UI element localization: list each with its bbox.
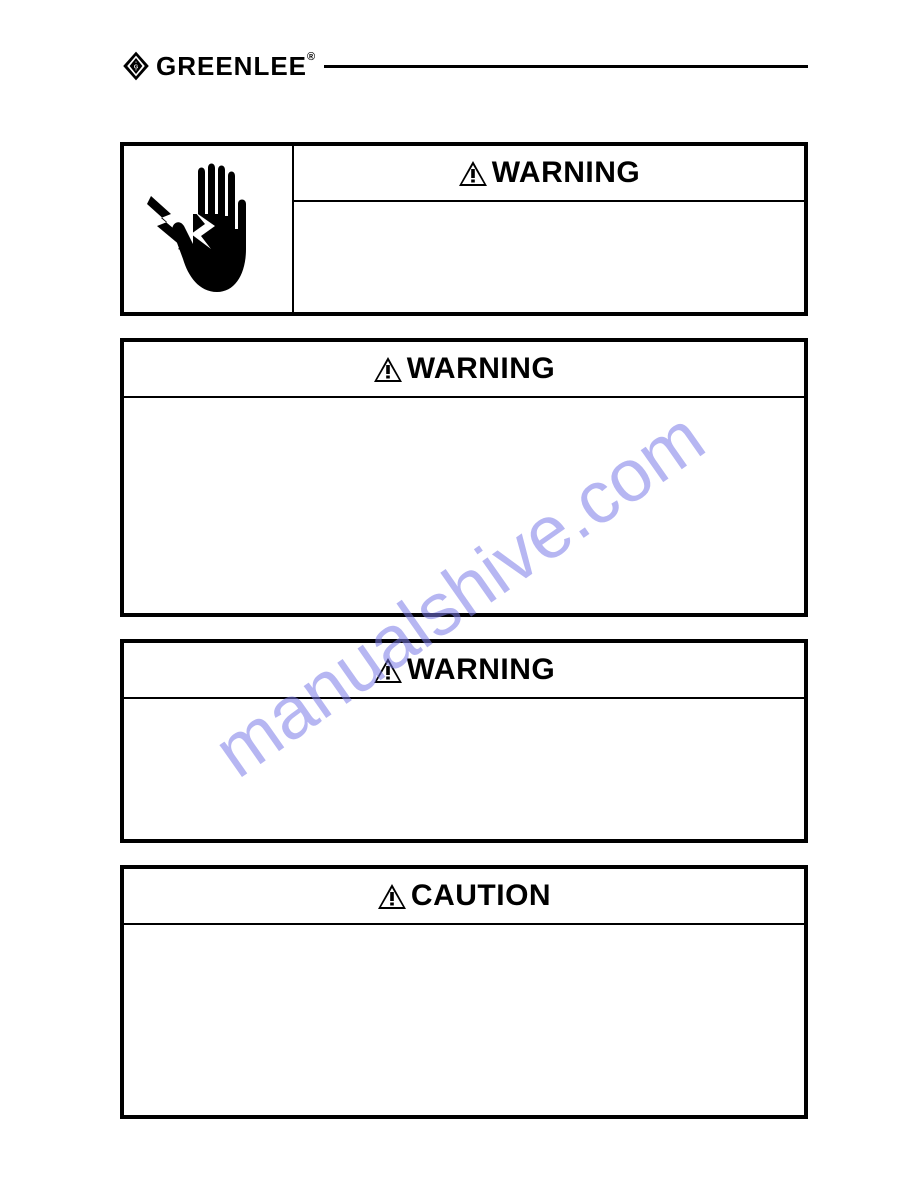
warning-title-row: WARNING xyxy=(124,342,804,398)
brand-text: GREENLEE xyxy=(156,51,307,81)
warning-body xyxy=(124,398,804,613)
warning-label: WARNING xyxy=(492,156,641,190)
warning-title-row: WARNING xyxy=(124,643,804,699)
page-header: G GREENLEE® xyxy=(120,50,808,82)
warning-body xyxy=(124,699,804,839)
greenlee-diamond-icon: G xyxy=(120,50,152,82)
registered-mark: ® xyxy=(307,51,316,63)
warning-box-2: WARNING xyxy=(120,338,808,617)
shock-hazard-cell xyxy=(124,146,294,312)
caution-title-row: CAUTION xyxy=(124,869,804,925)
warning-box-shock-hazard: WARNING xyxy=(120,142,808,316)
brand-logo: G GREENLEE® xyxy=(120,50,316,82)
warning-label: WARNING xyxy=(407,653,556,687)
warning-box-3: WARNING xyxy=(120,639,808,843)
alert-triangle-icon xyxy=(458,160,488,187)
electric-shock-hand-icon xyxy=(143,154,273,304)
warning-label: WARNING xyxy=(407,352,556,386)
alert-triangle-icon xyxy=(377,883,407,910)
svg-text:G: G xyxy=(134,64,138,70)
caution-box: CAUTION xyxy=(120,865,808,1119)
caution-body xyxy=(124,925,804,1115)
caution-label: CAUTION xyxy=(411,879,551,913)
brand-name: GREENLEE® xyxy=(156,51,316,82)
warning-title-row: WARNING xyxy=(294,146,804,202)
alert-triangle-icon xyxy=(373,657,403,684)
alert-triangle-icon xyxy=(373,356,403,383)
header-rule-line xyxy=(324,65,808,68)
warning-body xyxy=(294,202,804,312)
